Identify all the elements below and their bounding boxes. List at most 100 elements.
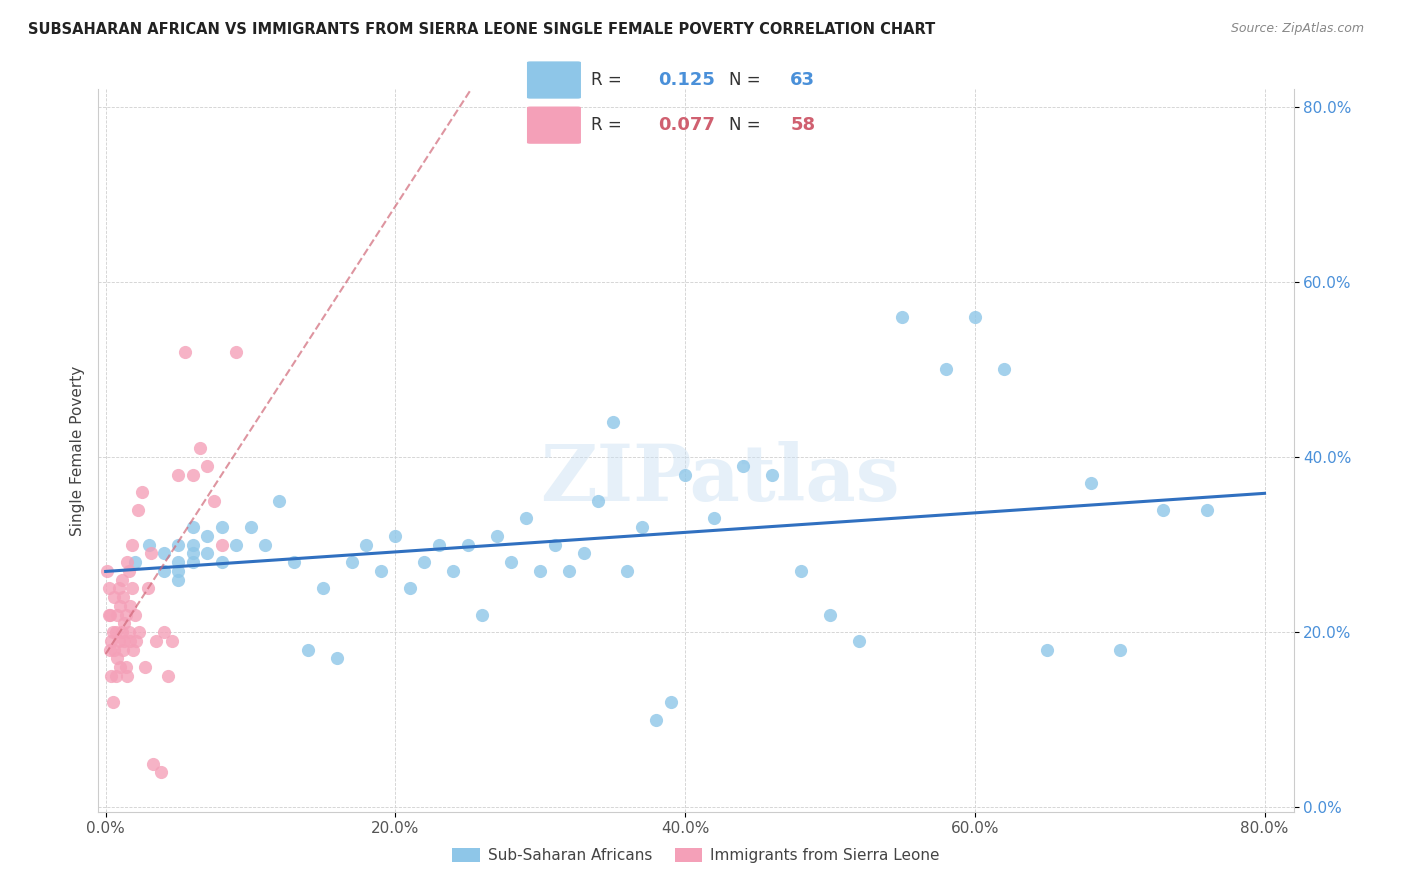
Point — [761, 467, 783, 482]
Point — [105, 651, 128, 665]
Point — [152, 564, 174, 578]
Point — [128, 625, 150, 640]
Point — [529, 564, 551, 578]
Point — [118, 625, 141, 640]
Point — [703, 511, 725, 525]
Point — [188, 442, 211, 456]
Point — [558, 564, 581, 578]
Point — [399, 582, 422, 596]
Point — [103, 590, 125, 604]
Point — [112, 642, 135, 657]
Point — [114, 616, 136, 631]
Point — [485, 529, 508, 543]
Point — [848, 634, 870, 648]
FancyBboxPatch shape — [527, 106, 581, 144]
Point — [356, 538, 378, 552]
Text: Source: ZipAtlas.com: Source: ZipAtlas.com — [1230, 22, 1364, 36]
Point — [105, 607, 128, 622]
Point — [167, 538, 190, 552]
Point — [731, 458, 754, 473]
Point — [124, 555, 146, 569]
Point — [110, 573, 132, 587]
Legend: Sub-Saharan Africans, Immigrants from Sierra Leone: Sub-Saharan Africans, Immigrants from Si… — [446, 842, 946, 869]
Point — [326, 651, 349, 665]
Point — [935, 362, 957, 376]
Point — [181, 538, 204, 552]
Text: 0.125: 0.125 — [658, 71, 716, 89]
Point — [181, 546, 204, 560]
Point — [891, 310, 914, 324]
Point — [211, 555, 233, 569]
Point — [167, 573, 190, 587]
Point — [114, 634, 136, 648]
Point — [167, 467, 190, 482]
Point — [340, 555, 363, 569]
Point — [586, 493, 609, 508]
Point — [127, 502, 149, 516]
Point — [501, 555, 523, 569]
Text: SUBSAHARAN AFRICAN VS IMMIGRANTS FROM SIERRA LEONE SINGLE FEMALE POVERTY CORRELA: SUBSAHARAN AFRICAN VS IMMIGRANTS FROM SI… — [28, 22, 935, 37]
Point — [993, 362, 1015, 376]
Point — [239, 520, 262, 534]
Point — [97, 607, 120, 622]
Point — [103, 642, 125, 657]
Point — [134, 660, 156, 674]
Point — [544, 538, 567, 552]
Point — [162, 634, 184, 648]
Point — [515, 511, 537, 525]
Point — [145, 634, 167, 648]
Point — [124, 607, 146, 622]
Point — [312, 582, 335, 596]
Point — [457, 538, 479, 552]
Point — [1108, 642, 1130, 657]
Text: ZIPatlas: ZIPatlas — [540, 442, 900, 517]
Y-axis label: Single Female Poverty: Single Female Poverty — [69, 366, 84, 535]
Point — [117, 669, 139, 683]
Point — [100, 669, 122, 683]
Point — [115, 607, 138, 622]
Point — [97, 582, 120, 596]
Point — [211, 520, 233, 534]
Point — [139, 546, 162, 560]
Point — [152, 546, 174, 560]
Point — [120, 634, 142, 648]
Point — [156, 669, 179, 683]
Point — [149, 765, 172, 780]
Point — [108, 660, 131, 674]
Text: 63: 63 — [790, 71, 815, 89]
Point — [211, 538, 233, 552]
Point — [118, 564, 141, 578]
Point — [100, 634, 122, 648]
Point — [963, 310, 986, 324]
Point — [136, 582, 159, 596]
Text: 58: 58 — [790, 116, 815, 134]
Point — [1152, 502, 1174, 516]
Point — [181, 520, 204, 534]
Point — [115, 660, 138, 674]
Point — [121, 538, 143, 552]
Point — [818, 607, 841, 622]
Point — [125, 634, 148, 648]
Point — [225, 345, 247, 359]
Point — [202, 493, 225, 508]
Point — [225, 538, 247, 552]
Point — [195, 529, 218, 543]
FancyBboxPatch shape — [527, 62, 581, 99]
Point — [131, 485, 153, 500]
Point — [98, 607, 121, 622]
Text: R =: R = — [591, 71, 627, 89]
Point — [370, 564, 392, 578]
Text: N =: N = — [730, 71, 766, 89]
Point — [104, 669, 127, 683]
Point — [1195, 502, 1218, 516]
Point — [101, 695, 124, 709]
Point — [98, 642, 121, 657]
Point — [101, 625, 124, 640]
Point — [283, 555, 305, 569]
Text: R =: R = — [591, 116, 627, 134]
Point — [253, 538, 276, 552]
Point — [630, 520, 652, 534]
Point — [181, 555, 204, 569]
Point — [117, 555, 139, 569]
Point — [174, 345, 197, 359]
